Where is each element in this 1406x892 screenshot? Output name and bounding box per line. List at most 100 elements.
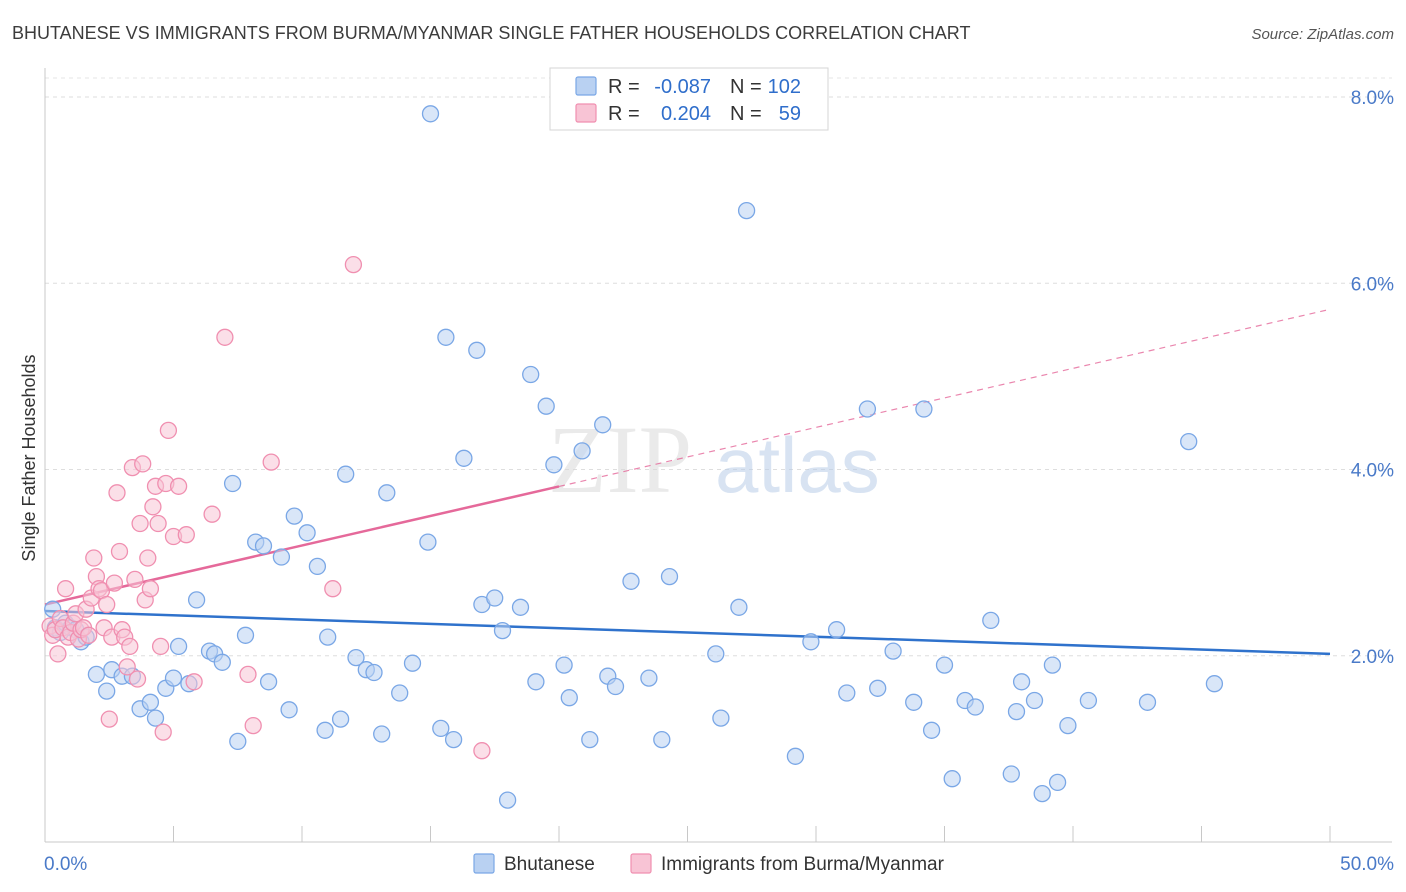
- point-bhutanese-43: [378, 484, 396, 502]
- point-bhutanese-75: [730, 598, 748, 616]
- point-bhutanese-44: [391, 684, 409, 702]
- point-bhutanese-99: [1059, 716, 1077, 735]
- point-burma-57: [473, 742, 491, 760]
- point-bhutanese-88: [943, 770, 961, 788]
- legend-n-value-1: 102: [768, 76, 801, 98]
- point-bhutanese-60: [537, 397, 555, 415]
- point-bhutanese-87: [935, 656, 954, 674]
- bottom-legend-label-burma: Immigrants from Burma/Myanmar: [661, 854, 945, 875]
- point-burma-3: [49, 645, 67, 663]
- point-bhutanese-35: [316, 721, 334, 739]
- point-bhutanese-72: [660, 567, 679, 586]
- point-bhutanese-94: [1012, 673, 1031, 691]
- point-burma-15: [80, 626, 98, 644]
- point-bhutanese-29: [259, 673, 278, 691]
- point-burma-34: [128, 670, 147, 688]
- point-burma-17: [85, 549, 103, 567]
- point-bhutanese-42: [373, 725, 391, 743]
- point-bhutanese-86: [922, 721, 941, 739]
- point-bhutanese-54: [486, 589, 504, 607]
- point-burma-54: [262, 453, 280, 471]
- legend-swatch-burma: [575, 103, 597, 123]
- point-burma-43: [151, 637, 170, 656]
- legend-r-value-1: -0.087: [654, 76, 711, 98]
- point-burma-50: [203, 505, 221, 523]
- y-tick-label-0: 2.0%: [1351, 647, 1394, 668]
- legend-box: R = -0.087 N = 102 R = 0.204 N = 59: [549, 67, 829, 131]
- point-bhutanese-62: [555, 656, 573, 674]
- point-bhutanese-37: [331, 710, 350, 728]
- trend-line-bhutanese: [44, 609, 1331, 656]
- point-burma-56: [344, 255, 363, 274]
- point-bhutanese-71: [653, 730, 671, 749]
- legend-n-label-1: N =: [730, 76, 762, 98]
- y-tick-label-1: 4.0%: [1351, 461, 1394, 482]
- point-burma-53: [244, 716, 262, 735]
- y-tick-label-2: 6.0%: [1351, 274, 1394, 295]
- point-bhutanese-80: [838, 684, 856, 702]
- point-bhutanese-25: [229, 732, 247, 751]
- point-bhutanese-15: [146, 709, 165, 727]
- point-bhutanese-31: [280, 701, 298, 719]
- watermark-atlas: atlas: [715, 421, 880, 509]
- point-bhutanese-98: [1048, 773, 1067, 792]
- point-bhutanese-101: [1138, 693, 1157, 711]
- legend-swatch-bhutanese: [575, 76, 597, 96]
- y-tick-labels: 2.0% 4.0% 6.0% 8.0%: [1351, 88, 1394, 668]
- point-bhutanese-55: [493, 621, 512, 640]
- x-tick-label-max: 50.0%: [1340, 854, 1394, 875]
- point-bhutanese-68: [606, 677, 625, 696]
- point-bhutanese-91: [982, 611, 1000, 630]
- point-burma-25: [105, 574, 124, 592]
- point-bhutanese-70: [640, 669, 658, 687]
- y-tick-label-3: 8.0%: [1351, 88, 1394, 109]
- point-burma-39: [141, 580, 160, 598]
- point-bhutanese-79: [827, 621, 846, 639]
- point-bhutanese-83: [884, 642, 902, 660]
- point-bhutanese-32: [285, 507, 303, 525]
- point-bhutanese-26: [236, 626, 255, 644]
- point-burma-27: [110, 542, 129, 561]
- point-bhutanese-9: [98, 682, 116, 700]
- point-burma-48: [177, 526, 195, 544]
- point-bhutanese-85: [915, 400, 933, 418]
- legend-r-value-2: 0.204: [661, 103, 711, 125]
- point-bhutanese-84: [905, 693, 923, 711]
- point-burma-58: [154, 723, 172, 741]
- point-burma-30: [118, 658, 136, 676]
- point-burma-52: [239, 665, 257, 684]
- point-burma-38: [139, 549, 157, 567]
- watermark-zip: ZIP: [548, 406, 692, 513]
- point-bhutanese-82: [869, 679, 887, 697]
- point-bhutanese-103: [1205, 675, 1224, 693]
- point-burma-6: [56, 580, 75, 598]
- point-bhutanese-100: [1079, 691, 1098, 710]
- point-bhutanese-76: [737, 201, 756, 220]
- point-bhutanese-51: [455, 449, 473, 467]
- point-bhutanese-96: [1033, 784, 1051, 803]
- bottom-legend-swatch-bhutanese: [473, 853, 495, 874]
- point-bhutanese-102: [1180, 432, 1198, 451]
- point-burma-35: [131, 514, 149, 533]
- point-burma-51: [216, 328, 234, 346]
- point-burma-45: [159, 421, 178, 440]
- point-bhutanese-63: [560, 689, 578, 707]
- point-bhutanese-65: [581, 730, 599, 749]
- point-burma-22: [98, 595, 116, 614]
- point-bhutanese-77: [786, 747, 805, 765]
- legend-n-label-2: N =: [730, 103, 762, 125]
- chart-title: BHUTANESE VS IMMIGRANTS FROM BURMA/MYANM…: [12, 23, 970, 43]
- point-burma-42: [149, 514, 167, 533]
- point-bhutanese-38: [337, 465, 355, 483]
- point-bhutanese-49: [437, 328, 455, 346]
- point-burma-36: [134, 455, 152, 473]
- x-tick-label-min: 0.0%: [44, 854, 87, 875]
- chart-source: Source: ZipAtlas.com: [1251, 26, 1394, 43]
- point-bhutanese-28: [254, 537, 273, 555]
- point-bhutanese-69: [622, 572, 640, 590]
- point-bhutanese-61: [545, 456, 563, 474]
- point-bhutanese-41: [365, 663, 383, 682]
- point-burma-40: [144, 498, 162, 516]
- point-bhutanese-57: [511, 598, 530, 616]
